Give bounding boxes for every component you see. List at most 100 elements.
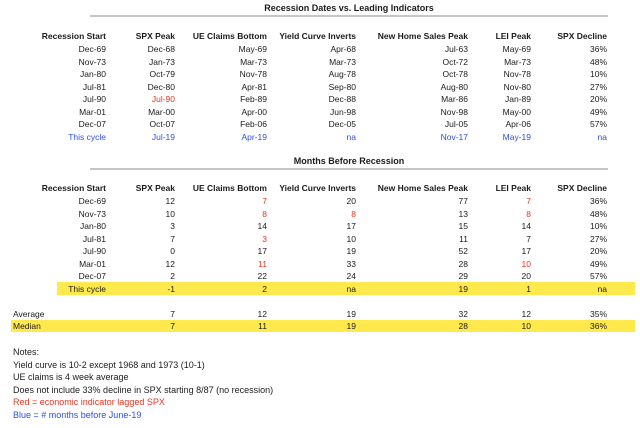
table-cell: 19 xyxy=(346,308,356,319)
summary-label: Average xyxy=(13,308,45,319)
table-cell: 3 xyxy=(262,233,267,244)
table2-title-underline xyxy=(90,168,608,170)
table-cell: 48% xyxy=(589,208,607,219)
table-cell: 12 xyxy=(165,196,175,206)
note-line-blue-legend: Blue = # months before June-19 xyxy=(13,409,142,420)
table-cell: Jan-89 xyxy=(505,94,531,104)
note-line-yield-curve: Yield curve is 10-2 except 1968 and 1973… xyxy=(13,359,205,370)
table-cell: 10% xyxy=(589,69,607,79)
row-label: Jan-80 xyxy=(80,221,106,231)
table-cell: Nov-17 xyxy=(440,131,468,142)
table-cell: Oct-72 xyxy=(442,56,468,67)
row-label: Jul-81 xyxy=(82,81,106,92)
column-header: SPX Peak xyxy=(135,183,175,193)
table-cell: 57% xyxy=(589,119,607,129)
table-cell: 20% xyxy=(589,94,607,104)
table-cell: 36% xyxy=(589,196,607,206)
table-cell: Nov-78 xyxy=(239,69,267,79)
table-cell: 27% xyxy=(589,233,607,244)
table-cell: 14 xyxy=(257,221,267,231)
table-cell: 77 xyxy=(458,196,468,206)
table-cell: 17 xyxy=(257,246,267,256)
notes-heading: Notes: xyxy=(13,347,40,357)
table-cell: Mar-73 xyxy=(329,56,356,67)
table-cell: 8 xyxy=(526,208,531,219)
row-label: This cycle xyxy=(68,131,106,142)
column-header: Recession Start xyxy=(41,31,106,41)
table-cell: 14 xyxy=(521,221,531,231)
highlight-band xyxy=(57,282,635,295)
row-label: Jan-80 xyxy=(80,69,106,79)
table-cell: 2 xyxy=(262,283,267,294)
table-cell: 15 xyxy=(458,221,468,231)
column-header: SPX Peak xyxy=(135,31,175,41)
column-header: SPX Decline xyxy=(557,183,607,193)
table-cell: 3 xyxy=(170,221,175,231)
table-cell: 11 xyxy=(258,321,267,331)
table1-title-underline xyxy=(90,15,608,17)
table-cell: 24 xyxy=(346,271,356,281)
table-cell: 7 xyxy=(526,233,531,244)
table-cell: Jun-98 xyxy=(330,106,356,117)
row-label: Dec-69 xyxy=(78,44,106,54)
table2-title: Months Before Recession xyxy=(293,156,405,166)
table-cell: Jan-73 xyxy=(149,56,175,67)
column-header: SPX Decline xyxy=(557,31,607,41)
column-header: New Home Sales Peak xyxy=(377,31,468,41)
table-cell: May-69 xyxy=(238,44,267,54)
row-label: Nov-73 xyxy=(78,208,106,219)
table-cell: na xyxy=(346,131,356,142)
row-label: Nov-73 xyxy=(78,56,106,67)
table-cell: 57% xyxy=(589,271,607,281)
row-label: Dec-69 xyxy=(78,196,106,206)
table-cell: Aug-80 xyxy=(440,81,468,92)
table-cell: 12 xyxy=(257,308,267,319)
table-cell: 10% xyxy=(589,221,607,231)
table-cell: Jul-63 xyxy=(444,44,468,54)
table-cell: 13 xyxy=(458,208,468,219)
table-cell: Aug-78 xyxy=(328,69,356,79)
column-header: UE Claims Bottom xyxy=(192,183,267,193)
table-cell: 36% xyxy=(589,44,607,54)
table-cell: Nov-78 xyxy=(503,69,531,79)
table-cell: Jul-05 xyxy=(444,119,468,129)
column-header: New Home Sales Peak xyxy=(377,183,468,193)
table-cell: 19 xyxy=(346,321,356,331)
table-cell: 8 xyxy=(351,208,356,219)
row-label: Jul-90 xyxy=(82,94,106,104)
column-header: Recession Start xyxy=(41,183,106,193)
table-cell: Oct-78 xyxy=(442,69,468,79)
row-label: Mar-01 xyxy=(79,258,106,269)
table-cell: 36% xyxy=(589,321,607,331)
table-cell: 12 xyxy=(521,308,531,319)
table-cell: 20% xyxy=(589,246,607,256)
table-cell: 10 xyxy=(521,258,531,269)
table-cell: 17 xyxy=(521,246,531,256)
table1-title: Recession Dates vs. Leading Indicators xyxy=(264,3,434,13)
table-cell: Apr-00 xyxy=(241,106,267,117)
table-cell: Feb-89 xyxy=(240,94,267,104)
table-cell: 11 xyxy=(258,258,267,269)
note-line-ue-claims: UE claims is 4 week average xyxy=(13,372,129,382)
column-header: Yield Curve Inverts xyxy=(279,183,356,193)
table-cell: 52 xyxy=(458,246,468,256)
row-label: Dec-07 xyxy=(78,119,106,129)
column-header: UE Claims Bottom xyxy=(192,31,267,41)
table-cell: Dec-88 xyxy=(328,94,356,104)
table-cell: Feb-06 xyxy=(240,119,267,129)
table-cell: 28 xyxy=(458,321,468,331)
table-cell: 7 xyxy=(170,321,175,331)
table-cell: May-19 xyxy=(502,131,531,142)
row-label: Jul-81 xyxy=(82,233,106,244)
table-cell: Mar-73 xyxy=(240,56,267,67)
table-cell: 19 xyxy=(346,246,356,256)
row-label: Dec-07 xyxy=(78,271,106,281)
table-cell: 10 xyxy=(165,208,175,219)
table-cell: Apr-06 xyxy=(505,119,531,129)
row-label: This cycle xyxy=(68,283,106,294)
table-cell: May-69 xyxy=(502,44,531,54)
table-cell: Nov-98 xyxy=(440,106,468,117)
table-cell: Apr-68 xyxy=(330,44,356,54)
table-cell: May-00 xyxy=(502,106,531,117)
table-cell: 7 xyxy=(170,308,175,319)
